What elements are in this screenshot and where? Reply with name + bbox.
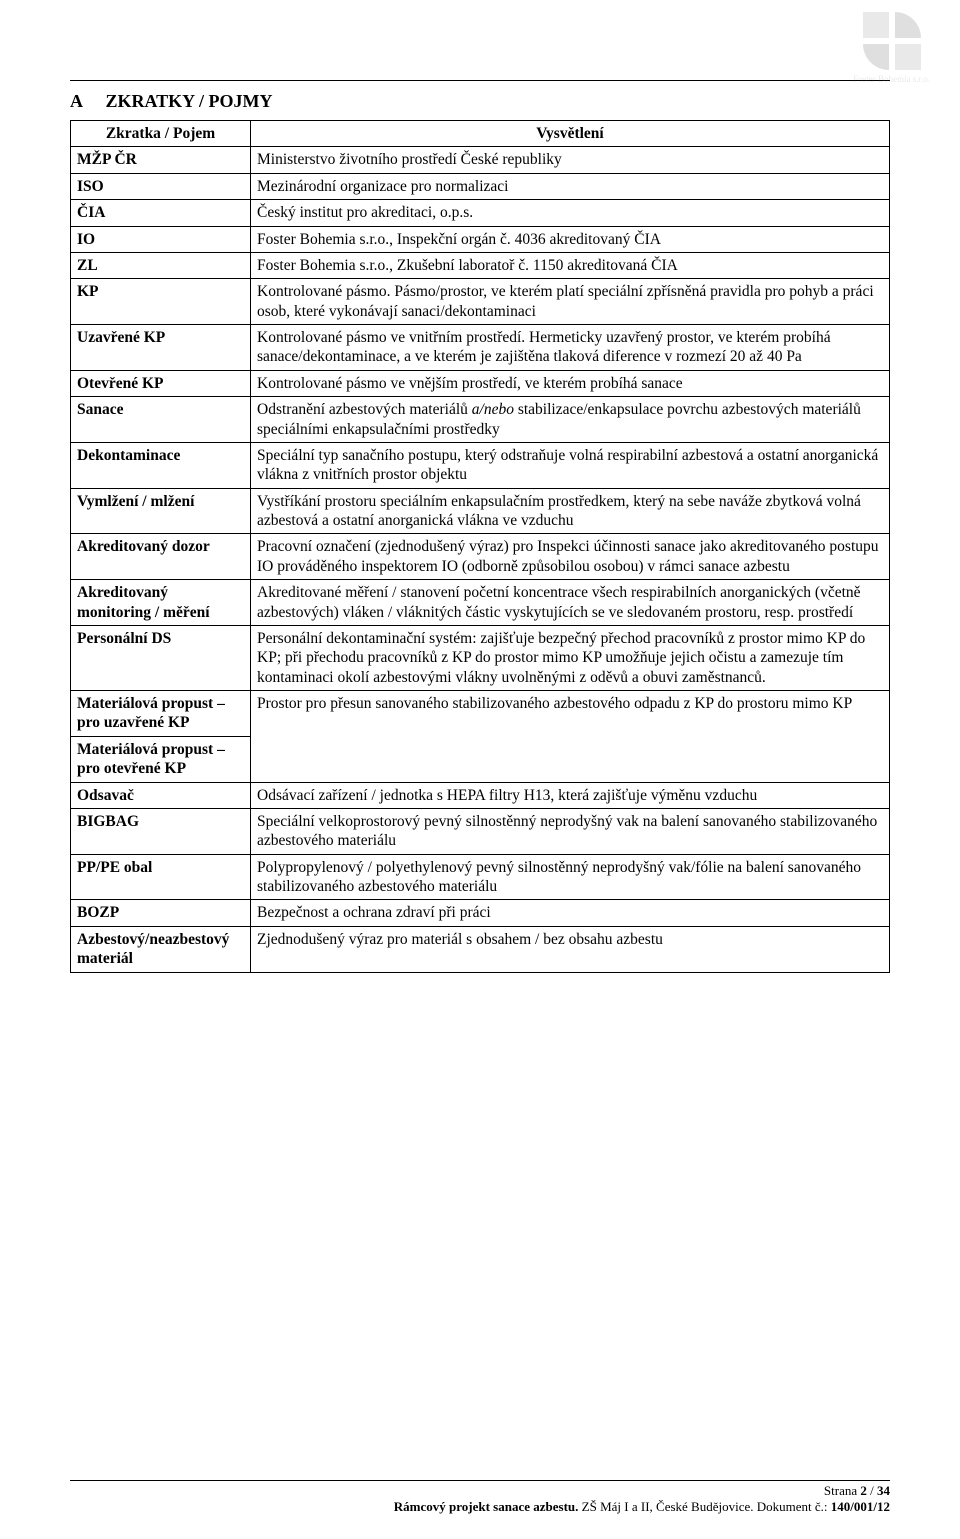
- term-cell: Sanace: [71, 397, 251, 443]
- footer-page-total: 34: [877, 1483, 890, 1498]
- definition-cell: Odstranění azbestových materiálů a/nebo …: [251, 397, 890, 443]
- page: Foster Bohemia s.r.o. A ZKRATKY / POJMY …: [0, 0, 960, 1539]
- definition-cell: Kontrolované pásmo ve vnějším prostředí,…: [251, 370, 890, 396]
- term-cell: PP/PE obal: [71, 854, 251, 900]
- term-cell: Azbestový/neazbestový materiál: [71, 926, 251, 972]
- table-row: DekontaminaceSpeciální typ sanačního pos…: [71, 442, 890, 488]
- term-cell: Personální DS: [71, 625, 251, 690]
- table-row: SanaceOdstranění azbestových materiálů a…: [71, 397, 890, 443]
- definition-cell: Speciální velkoprostorový pevný silnostě…: [251, 808, 890, 854]
- definition-cell: Vystříkání prostoru speciálním enkapsula…: [251, 488, 890, 534]
- footer-page-number-line: Strana 2 / 34: [70, 1483, 890, 1499]
- table-row: Vymlžení / mlženíVystříkání prostoru spe…: [71, 488, 890, 534]
- definition-cell: Odsávací zařízení / jednotka s HEPA filt…: [251, 782, 890, 808]
- table-row: Azbestový/neazbestový materiálZjednoduše…: [71, 926, 890, 972]
- term-cell: Vymlžení / mlžení: [71, 488, 251, 534]
- term-cell: Materiálová propust – pro otevřené KP: [71, 736, 251, 782]
- foster-bohemia-logo-icon: [863, 12, 921, 70]
- page-footer: Strana 2 / 34 Rámcový projekt sanace azb…: [70, 1480, 890, 1516]
- footer-document-line: Rámcový projekt sanace azbestu. ZŠ Máj I…: [70, 1499, 890, 1515]
- term-cell: ZL: [71, 252, 251, 278]
- footer-doc-number: 140/001/12: [831, 1499, 890, 1514]
- definition-cell: Akreditované měření / stanovení početní …: [251, 580, 890, 626]
- watermark-company-name: Foster Bohemia s.r.o.: [853, 74, 930, 84]
- heading-letter: A: [70, 91, 83, 111]
- definition-cell: Polypropylenový / polyethylenový pevný s…: [251, 854, 890, 900]
- table-header-row: Zkratka / Pojem Vysvětlení: [71, 121, 890, 147]
- term-cell: Uzavřené KP: [71, 325, 251, 371]
- term-cell: IO: [71, 226, 251, 252]
- term-cell: KP: [71, 279, 251, 325]
- glossary-table: Zkratka / Pojem Vysvětlení MŽP ČRMiniste…: [70, 120, 890, 973]
- table-row: Akreditovaný dozorPracovní označení (zje…: [71, 534, 890, 580]
- table-row: IOFoster Bohemia s.r.o., Inspekční orgán…: [71, 226, 890, 252]
- header-term: Zkratka / Pojem: [71, 121, 251, 147]
- definition-cell: Bezpečnost a ochrana zdraví při práci: [251, 900, 890, 926]
- definition-cell: Personální dekontaminační systém: zajišť…: [251, 625, 890, 690]
- term-cell: Odsavač: [71, 782, 251, 808]
- footer-doc-rest: ZŠ Máj I a II, České Budějovice. Dokumen…: [582, 1499, 831, 1514]
- definition-cell: Foster Bohemia s.r.o., Inspekční orgán č…: [251, 226, 890, 252]
- footer-page-sep: /: [870, 1483, 877, 1498]
- definition-cell: Ministerstvo životního prostředí České r…: [251, 147, 890, 173]
- term-cell: Otevřené KP: [71, 370, 251, 396]
- footer-page-current: 2: [860, 1483, 867, 1498]
- heading-text: ZKRATKY / POJMY: [106, 91, 273, 111]
- definition-cell: Mezinárodní organizace pro normalizaci: [251, 173, 890, 199]
- table-row: PP/PE obalPolypropylenový / polyethyleno…: [71, 854, 890, 900]
- footer-page-prefix: Strana: [824, 1483, 860, 1498]
- term-cell: BIGBAG: [71, 808, 251, 854]
- table-row: OdsavačOdsávací zařízení / jednotka s HE…: [71, 782, 890, 808]
- table-row: ISOMezinárodní organizace pro normalizac…: [71, 173, 890, 199]
- term-cell: BOZP: [71, 900, 251, 926]
- table-row: ČIAČeský institut pro akreditaci, o.p.s.: [71, 200, 890, 226]
- definition-cell: Pracovní označení (zjednodušený výraz) p…: [251, 534, 890, 580]
- definition-cell: Speciální typ sanačního postupu, který o…: [251, 442, 890, 488]
- definition-cell: Kontrolované pásmo. Pásmo/prostor, ve kt…: [251, 279, 890, 325]
- header-definition: Vysvětlení: [251, 121, 890, 147]
- table-row: KPKontrolované pásmo. Pásmo/prostor, ve …: [71, 279, 890, 325]
- term-cell: Akreditovaný dozor: [71, 534, 251, 580]
- table-row: Uzavřené KPKontrolované pásmo ve vnitřní…: [71, 325, 890, 371]
- table-row: BIGBAGSpeciální velkoprostorový pevný si…: [71, 808, 890, 854]
- term-cell: ISO: [71, 173, 251, 199]
- definition-cell: Český institut pro akreditaci, o.p.s.: [251, 200, 890, 226]
- table-row: BOZPBezpečnost a ochrana zdraví při prác…: [71, 900, 890, 926]
- term-cell: Materiálová propust – pro uzavřené KP: [71, 691, 251, 737]
- table-row: Akreditovaný monitoring / měřeníAkredito…: [71, 580, 890, 626]
- table-row: ZLFoster Bohemia s.r.o., Zkušební labora…: [71, 252, 890, 278]
- definition-cell: Kontrolované pásmo ve vnitřním prostředí…: [251, 325, 890, 371]
- term-cell: Akreditovaný monitoring / měření: [71, 580, 251, 626]
- term-cell: MŽP ČR: [71, 147, 251, 173]
- definition-cell: Prostor pro přesun sanovaného stabilizov…: [251, 691, 890, 783]
- table-row: Materiálová propust – pro uzavřené KPPro…: [71, 691, 890, 737]
- table-row: MŽP ČRMinisterstvo životního prostředí Č…: [71, 147, 890, 173]
- definition-cell: Foster Bohemia s.r.o., Zkušební laborato…: [251, 252, 890, 278]
- watermark-logo: Foster Bohemia s.r.o.: [853, 12, 930, 84]
- definition-cell: Zjednodušený výraz pro materiál s obsahe…: [251, 926, 890, 972]
- term-cell: ČIA: [71, 200, 251, 226]
- top-horizontal-rule: [70, 80, 890, 81]
- term-cell: Dekontaminace: [71, 442, 251, 488]
- table-row: Personální DSPersonální dekontaminační s…: [71, 625, 890, 690]
- table-row: Otevřené KPKontrolované pásmo ve vnějším…: [71, 370, 890, 396]
- footer-project-title: Rámcový projekt sanace azbestu.: [394, 1499, 579, 1514]
- section-heading: A ZKRATKY / POJMY: [70, 91, 890, 112]
